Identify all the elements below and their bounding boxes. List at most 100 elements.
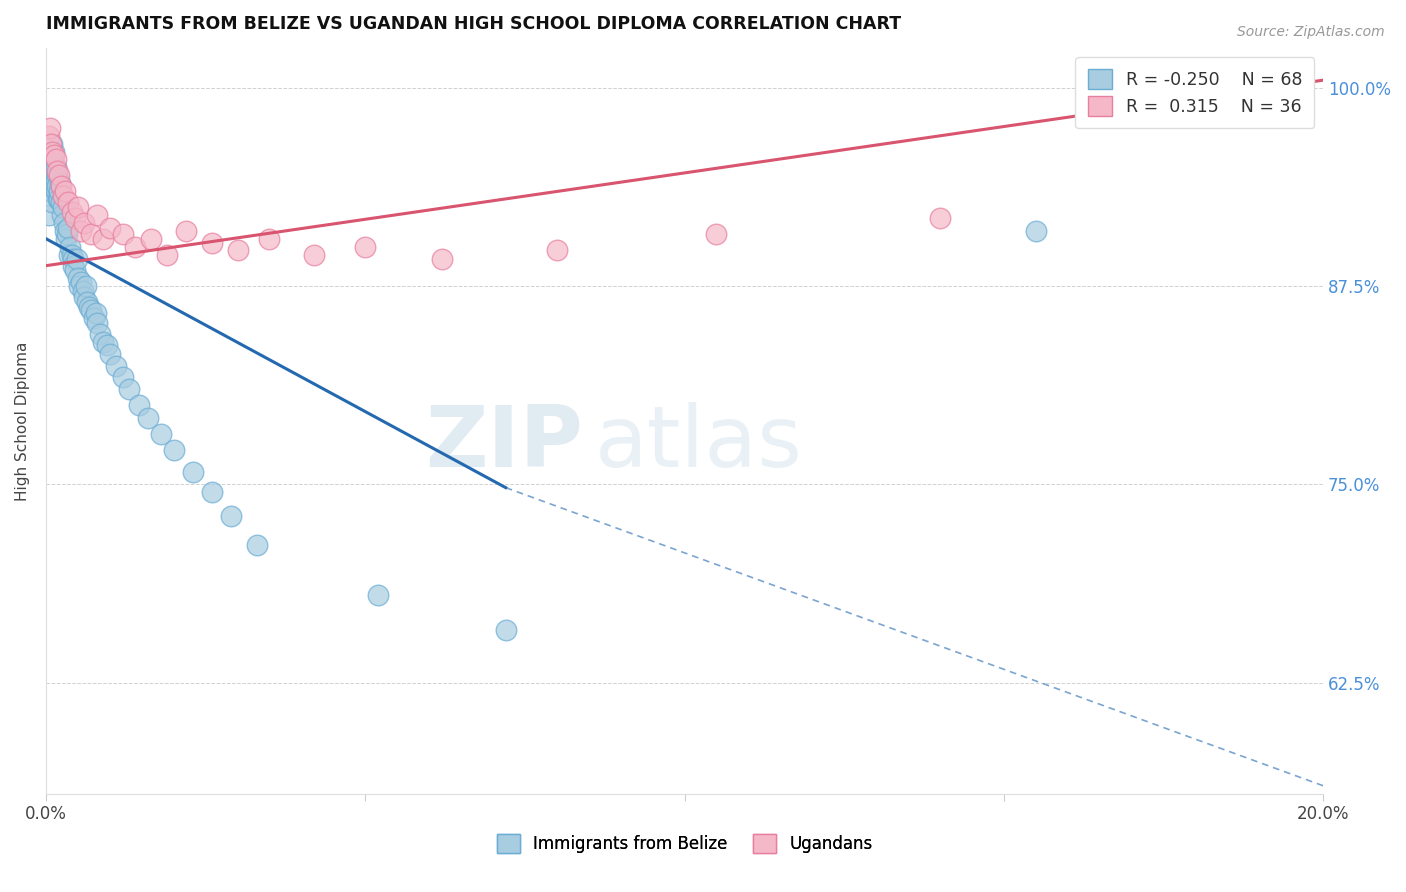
Point [42, 147, 65, 161]
Y-axis label: High School Diploma: High School Diploma [15, 342, 30, 500]
Point [62, 259, 84, 273]
Point [45, 153, 67, 167]
Point [367, 589, 389, 603]
Point [48, 184, 70, 198]
Point [201, 236, 224, 251]
Point [52, 189, 75, 203]
Point [163, 442, 186, 457]
Point [39, 184, 62, 198]
Point [44, 173, 66, 187]
Text: ZIP: ZIP [425, 402, 582, 485]
Point [49, 179, 72, 194]
Point [124, 240, 146, 254]
Point [96, 338, 118, 352]
Text: atlas: atlas [595, 402, 803, 485]
Point [79, 303, 101, 318]
Point [41, 179, 63, 194]
Point [58, 195, 80, 210]
Point [65, 252, 87, 267]
Point [118, 382, 141, 396]
Point [75, 279, 97, 293]
Point [93, 232, 115, 246]
Point [226, 243, 249, 257]
Point [63, 263, 86, 277]
Point [98, 347, 121, 361]
Text: IMMIGRANTS FROM BELIZE VS UGANDAN HIGH SCHOOL DIPLOMA CORRELATION CHART: IMMIGRANTS FROM BELIZE VS UGANDAN HIGH S… [46, 15, 901, 33]
Point [56, 227, 79, 241]
Point [42, 163, 65, 178]
Point [41, 161, 63, 175]
Point [246, 538, 269, 552]
Point [105, 359, 128, 373]
Point [136, 410, 159, 425]
Point [48, 192, 70, 206]
Point [38, 120, 60, 135]
Point [98, 220, 121, 235]
Text: Source: ZipAtlas.com: Source: ZipAtlas.com [1237, 25, 1385, 39]
Point [128, 398, 150, 412]
Point [1025, 224, 1047, 238]
Point [76, 295, 98, 310]
Point [86, 208, 108, 222]
Point [62, 252, 84, 267]
Point [52, 200, 75, 214]
Point [302, 247, 325, 261]
Point [53, 184, 76, 198]
Point [66, 271, 89, 285]
Point [42, 145, 65, 159]
Point [46, 192, 69, 206]
Point [58, 220, 80, 235]
Point [39, 136, 62, 151]
Point [58, 247, 80, 261]
Point [37, 184, 59, 198]
Point [51, 208, 73, 222]
Point [45, 161, 67, 175]
Point [63, 211, 86, 226]
Point [49, 176, 72, 190]
Point [1249, 89, 1271, 103]
Point [201, 485, 224, 500]
Point [219, 509, 242, 524]
Point [84, 306, 107, 320]
Point [60, 247, 83, 261]
Point [39, 176, 62, 190]
Point [79, 300, 101, 314]
Point [79, 227, 101, 241]
Point [354, 240, 377, 254]
Point [38, 128, 60, 143]
Point [45, 184, 67, 198]
Point [495, 624, 517, 638]
Point [156, 247, 179, 261]
Point [86, 316, 108, 330]
Point [181, 465, 204, 479]
Point [46, 163, 69, 178]
Point [41, 195, 63, 210]
Point [46, 179, 69, 194]
Point [111, 369, 134, 384]
Point [73, 290, 96, 304]
Point [49, 195, 72, 210]
Point [38, 208, 60, 222]
Point [38, 169, 60, 183]
Point [141, 232, 163, 246]
Point [111, 227, 134, 241]
Point [546, 243, 568, 257]
Point [55, 232, 77, 246]
Point [929, 211, 952, 226]
Point [48, 169, 70, 183]
Point [41, 136, 63, 151]
Point [176, 224, 198, 238]
Point [93, 334, 115, 349]
Point [53, 224, 76, 238]
Point [89, 326, 111, 341]
Legend: Immigrants from Belize, Ugandans: Immigrants from Belize, Ugandans [489, 827, 879, 860]
Point [45, 173, 67, 187]
Point [73, 216, 96, 230]
Point [45, 169, 67, 183]
Point [70, 275, 93, 289]
Point [38, 153, 60, 167]
Point [66, 200, 89, 214]
Point [60, 204, 83, 219]
Point [149, 426, 172, 441]
Point [59, 240, 82, 254]
